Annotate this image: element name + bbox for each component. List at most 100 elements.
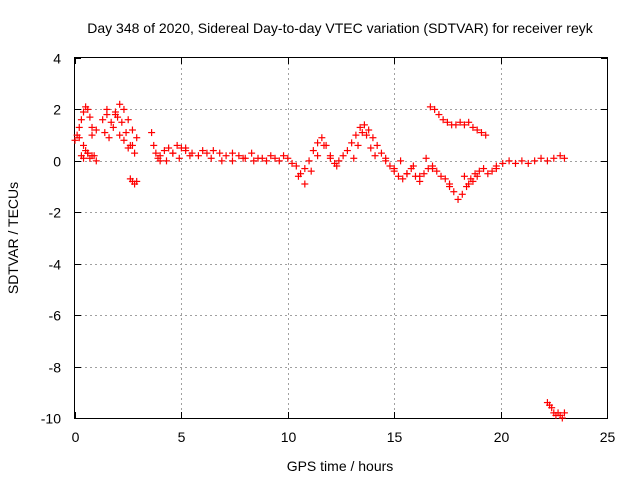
data-point (460, 121, 468, 129)
data-point (314, 152, 322, 160)
data-point (469, 177, 477, 185)
data-point (403, 170, 411, 178)
data-point (116, 100, 124, 108)
data-point (92, 157, 100, 165)
data-point (301, 165, 309, 173)
data-point (439, 116, 447, 124)
data-point (543, 157, 551, 165)
data-point (326, 154, 334, 162)
data-point (416, 172, 424, 180)
data-point (105, 134, 113, 142)
data-point (431, 105, 439, 113)
data-point (80, 154, 88, 162)
data-point (437, 172, 445, 180)
data-point (356, 123, 364, 131)
data-point (80, 108, 88, 116)
data-point (194, 152, 202, 160)
data-point (203, 149, 211, 157)
data-point (86, 113, 94, 121)
data-point (84, 149, 92, 157)
data-point (314, 139, 322, 147)
data-point (107, 118, 115, 126)
data-point (475, 167, 483, 175)
x-tick-label: 5 (178, 429, 186, 445)
data-point (99, 116, 107, 124)
data-point (390, 165, 398, 173)
data-point (420, 170, 428, 178)
data-point (133, 177, 141, 185)
data-point (348, 139, 356, 147)
data-point (263, 157, 271, 165)
data-point (499, 159, 507, 167)
y-tick-labels: 4 2 0 -2 -4 -6 -8 -10 (41, 51, 61, 427)
data-point (222, 152, 230, 160)
x-tick-label: 0 (72, 429, 80, 445)
data-point (333, 162, 341, 170)
data-point (429, 165, 437, 173)
data-point (124, 116, 132, 124)
data-point (75, 134, 83, 142)
data-point (454, 195, 462, 203)
data-point (397, 157, 405, 165)
data-point (488, 167, 496, 175)
data-point (433, 167, 441, 175)
data-point (305, 157, 313, 165)
data-point (473, 126, 481, 134)
data-point (156, 152, 164, 160)
data-point (524, 159, 532, 167)
data-point (103, 105, 111, 113)
x-axis-label: GPS time / hours (287, 458, 394, 474)
data-point (284, 154, 292, 162)
data-point (218, 157, 226, 165)
data-point (80, 141, 88, 149)
data-point (111, 111, 119, 119)
x-tick-label: 20 (494, 429, 510, 445)
x-tick-label: 25 (600, 429, 616, 445)
data-point (109, 123, 117, 131)
data-point (484, 170, 492, 178)
axis-ticks (75, 58, 608, 419)
data-point (267, 152, 275, 160)
data-point (88, 152, 96, 160)
data-point (518, 157, 526, 165)
data-point (460, 172, 468, 180)
data-point (558, 414, 566, 422)
data-point (92, 126, 100, 134)
x-tick-labels: 0 5 10 15 20 25 (72, 429, 616, 445)
data-point (480, 165, 488, 173)
data-point (75, 123, 83, 131)
data-point (294, 172, 302, 180)
data-point (505, 157, 513, 165)
data-point (560, 154, 568, 162)
data-point (482, 131, 490, 139)
x-tick-label: 15 (387, 429, 403, 445)
data-point (122, 129, 130, 137)
data-point (435, 111, 443, 119)
data-point (360, 121, 368, 129)
data-point (175, 154, 183, 162)
data-point (367, 144, 375, 152)
data-point (492, 165, 500, 173)
data-point (131, 149, 139, 157)
data-point (71, 136, 79, 144)
data-point (209, 147, 217, 155)
y-tick-label: 4 (53, 51, 61, 67)
data-point (456, 118, 464, 126)
data-point (148, 129, 156, 137)
data-point (511, 159, 519, 167)
x-tick-label: 10 (281, 429, 297, 445)
y-tick-label: -4 (49, 257, 62, 273)
data-point (465, 180, 473, 188)
data-point (386, 162, 394, 170)
plot-frame (74, 57, 608, 419)
data-point (163, 157, 171, 165)
data-point (550, 154, 558, 162)
data-point (250, 157, 258, 165)
data-point (199, 147, 207, 155)
data-point (228, 157, 236, 165)
data-point (441, 175, 449, 183)
data-point (292, 162, 300, 170)
data-point (101, 129, 109, 137)
data-point (339, 152, 347, 160)
data-point (452, 121, 460, 129)
